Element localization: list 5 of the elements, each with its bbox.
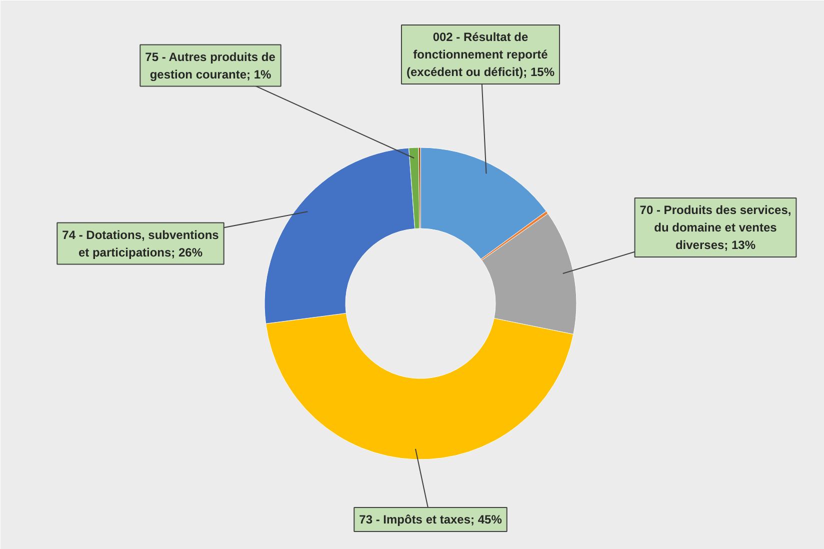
slice-label: 75 - Autres produits de gestion courante; 1% xyxy=(145,50,276,82)
slice-label: 70 - Produits des services, du domaine et ventes diverses; 13% xyxy=(640,203,792,252)
slice-label: 002 - Résultat de fonctionnement reporté (excédent ou déficit); 15% xyxy=(406,30,555,79)
slice-label: 73 - Impôts et taxes; 45% xyxy=(359,512,502,526)
slice-label: 74 - Dotations, subventions et participations; 26% xyxy=(62,228,220,260)
